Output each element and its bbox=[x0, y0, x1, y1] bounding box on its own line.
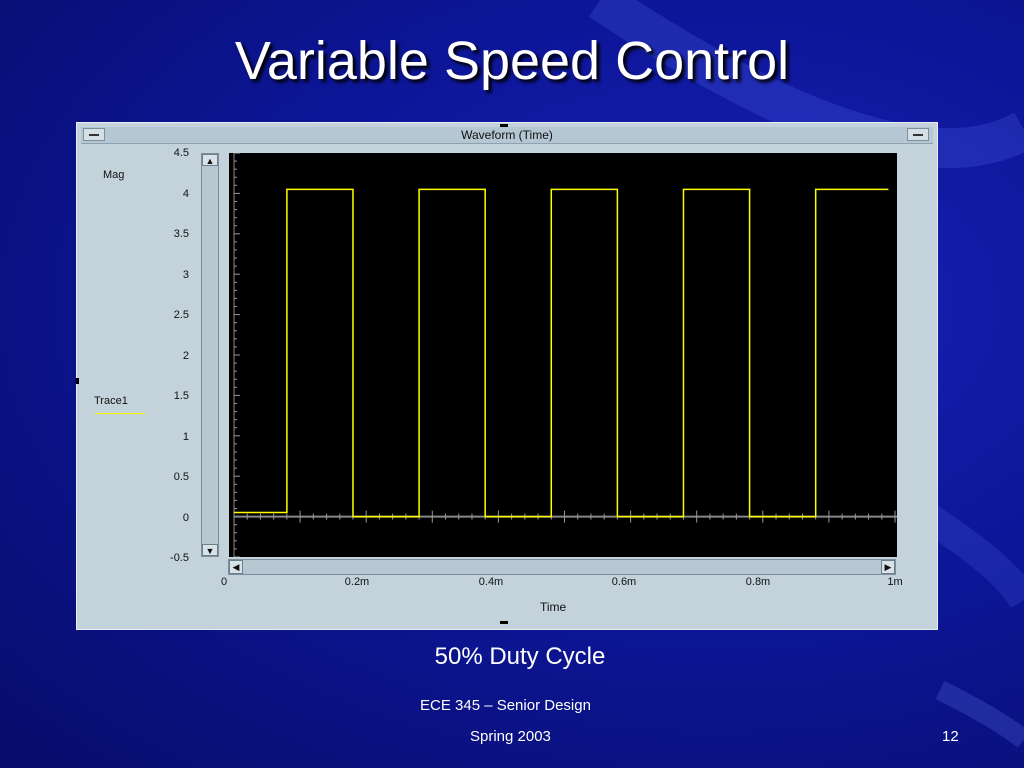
x-tick-label: 0.6m bbox=[611, 576, 637, 588]
window-titlebar[interactable]: Waveform (Time) bbox=[81, 127, 933, 144]
slide-title: Variable Speed Control bbox=[234, 31, 790, 91]
legend-swatch bbox=[95, 413, 145, 414]
x-tick-label: 0.2m bbox=[344, 576, 370, 588]
y-axis-label: Mag bbox=[103, 169, 125, 181]
scroll-right-button[interactable]: ▶ bbox=[881, 560, 895, 574]
footer-course: ECE 345 – Senior Design bbox=[420, 697, 591, 714]
horizontal-scrollbar[interactable]: ◀ ▶ bbox=[228, 559, 896, 575]
x-tick-label: 0 bbox=[220, 576, 228, 588]
footer-term: Spring 2003 bbox=[470, 728, 551, 745]
page-number: 12 bbox=[942, 728, 959, 745]
y-tick-label: 0.5 bbox=[173, 471, 189, 483]
waveform-window: Waveform (Time) Mag Trace1 4.5 4 3.5 3 2… bbox=[76, 122, 938, 630]
x-axis-label: Time bbox=[540, 600, 567, 614]
scroll-left-button[interactable]: ◀ bbox=[229, 560, 243, 574]
y-tick-label: 3.5 bbox=[173, 228, 189, 240]
y-tick-label: 1 bbox=[182, 431, 189, 443]
vertical-scrollbar[interactable]: ▲ ▼ bbox=[201, 153, 219, 557]
waveform-plot bbox=[229, 153, 897, 557]
scroll-down-button[interactable]: ▼ bbox=[202, 544, 218, 556]
plot-background bbox=[229, 153, 897, 557]
y-tick-label: 4 bbox=[182, 188, 189, 200]
y-tick-label: 3 bbox=[182, 269, 189, 281]
y-tick-label: -0.5 bbox=[170, 552, 189, 564]
scroll-up-button[interactable]: ▲ bbox=[202, 154, 218, 166]
y-tick-label: 1.5 bbox=[173, 390, 189, 402]
window-minimize-button[interactable] bbox=[907, 128, 929, 141]
window-menu-button[interactable] bbox=[83, 128, 105, 141]
selection-handle bbox=[500, 621, 508, 624]
x-tick-label: 0.4m bbox=[478, 576, 504, 588]
x-tick-label: 0.8m bbox=[745, 576, 771, 588]
selection-handle bbox=[500, 124, 508, 127]
y-tick-label: 4.5 bbox=[173, 147, 189, 159]
series-line-trace1 bbox=[234, 188, 889, 518]
y-tick-label: 2.5 bbox=[173, 309, 189, 321]
x-tick-label: 1m bbox=[887, 576, 903, 588]
selection-handle bbox=[76, 378, 79, 384]
y-tick-label: 2 bbox=[182, 350, 189, 362]
y-tick-label: 0 bbox=[182, 512, 189, 524]
slide-caption: 50% Duty Cycle bbox=[434, 643, 606, 670]
window-title: Waveform (Time) bbox=[461, 128, 553, 142]
legend-label: Trace1 bbox=[94, 395, 128, 407]
